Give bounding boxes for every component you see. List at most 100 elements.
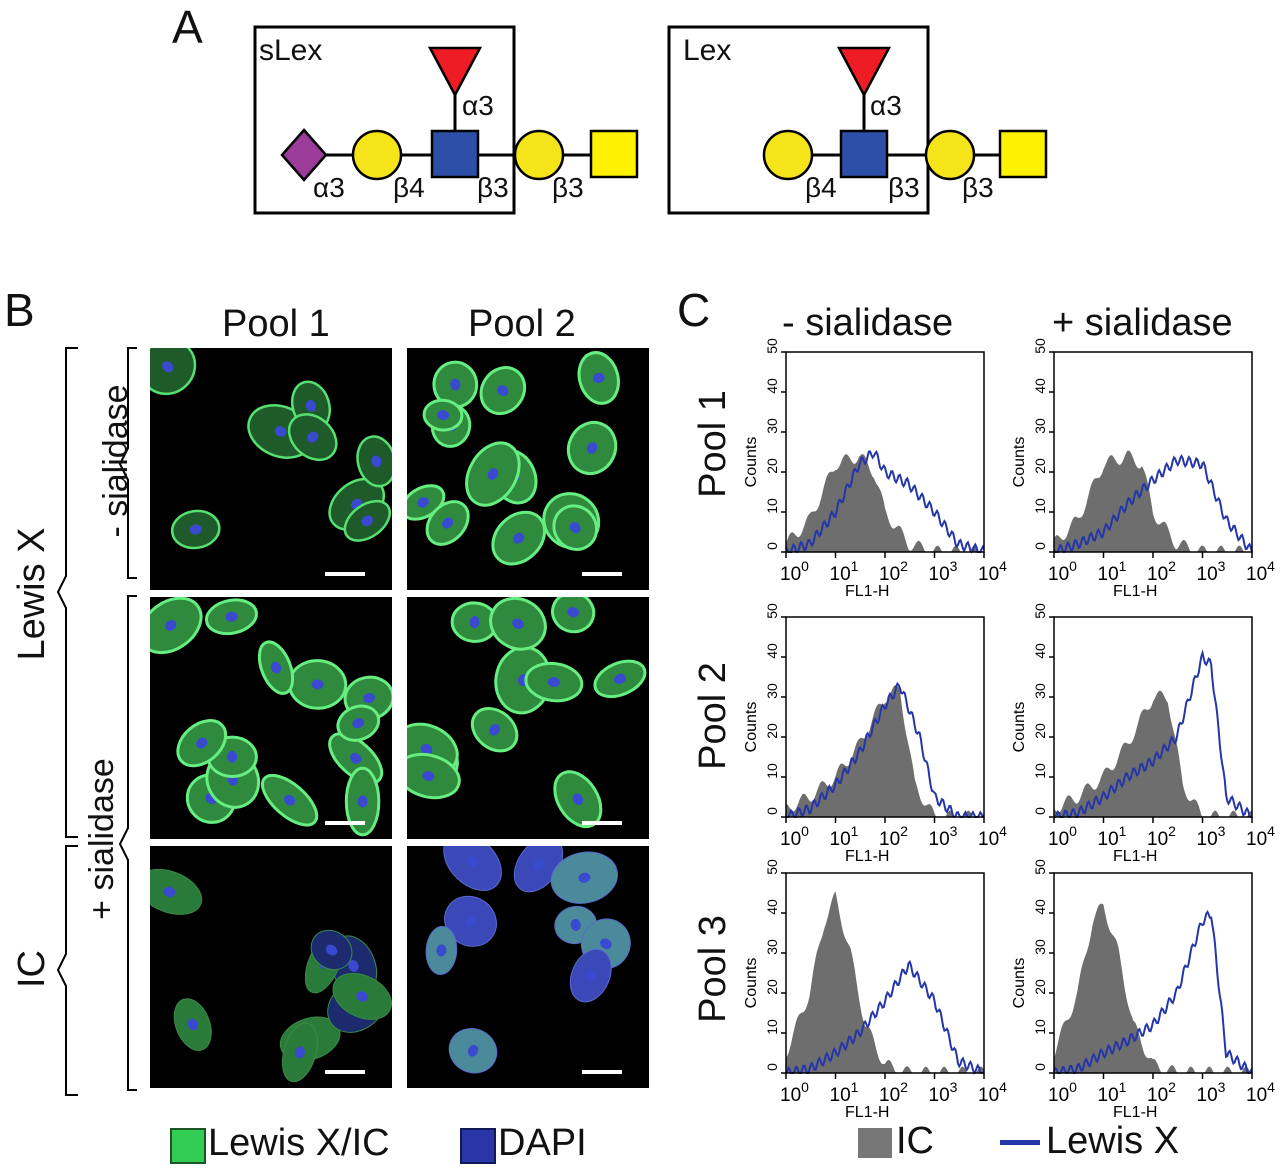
y-tick-label: 0 xyxy=(1032,542,1048,550)
scale-bar xyxy=(325,821,365,825)
nucleus xyxy=(350,752,362,764)
nucleus xyxy=(547,677,560,688)
cell xyxy=(569,948,612,1003)
nucleus xyxy=(422,770,435,782)
x-tick-label: 100 xyxy=(780,558,809,585)
cell xyxy=(343,499,392,542)
y-tick-label: 10 xyxy=(1032,1019,1048,1035)
histogram-plot: 0 10 20 30 40 50 100 101 102 103 104 FL1-H Counts xyxy=(743,338,1007,600)
histogram-plot: 0 10 20 30 40 50 100 101 102 103 104 FL1-H Counts xyxy=(743,859,1007,1121)
micrograph-ic-plus-pool1 xyxy=(150,846,392,1088)
sialic-acid-diamond xyxy=(280,128,328,182)
y-axis-label: Counts xyxy=(1011,437,1028,488)
slex-box xyxy=(253,25,516,215)
x-tick-label: 103 xyxy=(1197,823,1226,850)
y-tick-label: 40 xyxy=(1032,378,1048,394)
lex-label: Lex xyxy=(683,34,732,67)
x-axis-label: FL1-H xyxy=(1113,848,1157,865)
y-tick-label: 0 xyxy=(1032,807,1048,815)
cell xyxy=(465,441,521,507)
y-tick-label: 20 xyxy=(764,979,780,995)
cell xyxy=(310,929,353,971)
x-tick-label: 104 xyxy=(1246,1079,1275,1106)
y-tick-label: 0 xyxy=(1032,1063,1048,1071)
nucleus xyxy=(165,620,177,631)
slex-link-3: β3 xyxy=(477,172,509,203)
legend-swatch-ic xyxy=(858,1128,892,1158)
x-tick-label: 101 xyxy=(1098,1079,1127,1106)
x-axis-label: FL1-H xyxy=(845,1104,889,1121)
y-tick-label: 10 xyxy=(764,498,780,514)
cell xyxy=(336,704,381,742)
micrograph-lewisx-minus-pool2 xyxy=(407,348,649,590)
cell xyxy=(332,972,392,1020)
cell xyxy=(204,598,258,636)
nucleus xyxy=(227,750,238,763)
nucleus xyxy=(294,1046,305,1059)
nucleus xyxy=(356,991,369,1002)
nucleus xyxy=(363,693,375,704)
lex-fucose-link: α3 xyxy=(870,90,902,121)
nucleus xyxy=(417,497,429,508)
cell xyxy=(444,895,497,947)
cell xyxy=(407,752,461,800)
x-tick-label: 104 xyxy=(978,1079,1007,1106)
x-tick-label: 104 xyxy=(978,558,1007,585)
nucleus xyxy=(569,521,581,534)
x-tick-label: 103 xyxy=(929,1079,958,1106)
x-tick-label: 102 xyxy=(1147,1079,1176,1106)
y-tick-label: 40 xyxy=(764,643,780,659)
scale-bar xyxy=(582,1070,622,1074)
y-tick-label: 20 xyxy=(1032,458,1048,474)
cell xyxy=(566,421,618,476)
panel-b-col-pool2: Pool 2 xyxy=(468,303,576,345)
panel-b-brackets xyxy=(56,347,137,1096)
y-tick-label: 10 xyxy=(764,1019,780,1035)
y-tick-label: 0 xyxy=(764,807,780,815)
y-tick-label: 40 xyxy=(1032,643,1048,659)
nucleus xyxy=(586,442,598,454)
cell xyxy=(287,659,348,710)
x-tick-label: 102 xyxy=(879,823,908,850)
nucleus xyxy=(348,960,359,972)
x-tick-label: 103 xyxy=(1197,1079,1226,1106)
y-tick-label: 30 xyxy=(764,418,780,434)
nucleus xyxy=(465,915,476,927)
cell xyxy=(450,601,499,643)
cell xyxy=(524,661,584,703)
cell xyxy=(261,773,319,827)
panel-c-col-plus: + sialidase xyxy=(1052,302,1233,344)
y-axis-label: Counts xyxy=(743,437,760,488)
y-tick-label: 30 xyxy=(764,939,780,955)
nucleus xyxy=(512,618,524,630)
fucose-triangle xyxy=(836,46,892,98)
cell xyxy=(150,348,197,396)
scale-bar xyxy=(325,572,365,576)
x-tick-label: 100 xyxy=(1048,1079,1077,1106)
fucose-triangle xyxy=(427,46,483,98)
y-axis-label: Counts xyxy=(1011,702,1028,753)
galactose-circle xyxy=(351,129,403,181)
x-tick-label: 102 xyxy=(879,1079,908,1106)
nucleus xyxy=(196,737,208,749)
cell xyxy=(479,366,527,416)
x-tick-label: 104 xyxy=(1246,823,1275,850)
series-ic-area xyxy=(786,891,984,1073)
y-tick-label: 10 xyxy=(764,763,780,779)
x-axis-label: FL1-H xyxy=(1113,1104,1157,1121)
series-lewisx-line xyxy=(786,681,984,819)
scale-bar xyxy=(582,821,622,825)
cell xyxy=(287,413,338,462)
nucleus xyxy=(162,361,174,373)
nucleus xyxy=(513,532,525,544)
nucleus xyxy=(361,515,373,527)
y-axis-label: Counts xyxy=(743,702,760,753)
cell xyxy=(176,719,228,768)
nucleus xyxy=(284,794,296,806)
x-tick-label: 104 xyxy=(1246,558,1275,585)
cell xyxy=(173,998,212,1051)
slex-link-1: α3 xyxy=(313,172,345,203)
nucleus xyxy=(585,969,596,982)
lex-box xyxy=(667,25,930,215)
